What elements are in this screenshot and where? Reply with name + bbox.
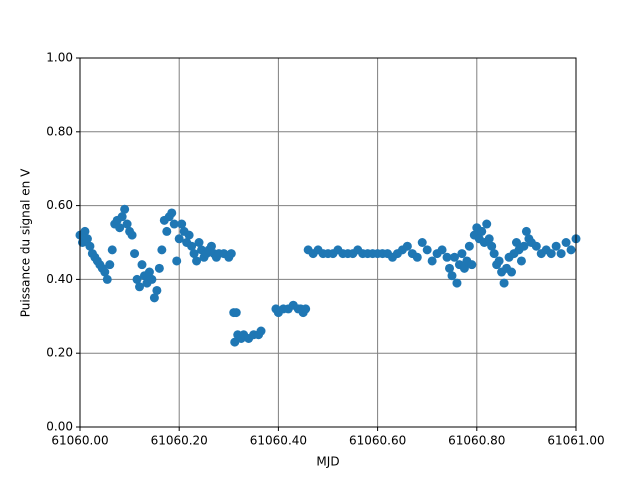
point bbox=[100, 267, 110, 277]
point bbox=[115, 223, 125, 233]
point bbox=[484, 234, 494, 244]
point bbox=[452, 278, 462, 288]
point bbox=[154, 263, 164, 273]
point bbox=[174, 234, 184, 244]
x-tick-label: 61060.60 bbox=[349, 434, 406, 448]
point bbox=[82, 234, 92, 244]
point bbox=[511, 238, 521, 247]
point bbox=[531, 241, 541, 251]
point bbox=[102, 274, 112, 284]
point bbox=[467, 260, 477, 270]
x-tick-label: 61060.00 bbox=[51, 434, 108, 448]
point bbox=[422, 245, 432, 255]
point bbox=[482, 219, 492, 229]
point bbox=[105, 260, 115, 270]
point bbox=[301, 304, 311, 314]
point bbox=[194, 238, 204, 247]
point bbox=[566, 245, 576, 255]
point bbox=[427, 256, 437, 266]
point bbox=[417, 238, 427, 247]
x-tick-label: 61060.20 bbox=[151, 434, 208, 448]
point bbox=[169, 219, 179, 229]
point bbox=[130, 249, 140, 259]
y-axis-label: Puissance du signal en V bbox=[19, 168, 33, 317]
x-tick-label: 61061.00 bbox=[547, 434, 604, 448]
point bbox=[206, 241, 216, 251]
point bbox=[184, 230, 194, 240]
point bbox=[459, 263, 469, 273]
point bbox=[172, 256, 182, 266]
point bbox=[519, 241, 529, 251]
point bbox=[516, 256, 526, 266]
point bbox=[189, 249, 199, 259]
point bbox=[256, 326, 266, 336]
point bbox=[231, 308, 241, 318]
point bbox=[551, 241, 561, 251]
point bbox=[144, 267, 154, 277]
point bbox=[437, 245, 447, 255]
point bbox=[127, 230, 137, 240]
point bbox=[494, 256, 504, 266]
point bbox=[137, 260, 147, 270]
point bbox=[445, 263, 455, 273]
point bbox=[521, 226, 531, 236]
x-tick-label: 61060.80 bbox=[448, 434, 505, 448]
point bbox=[167, 208, 177, 218]
point bbox=[122, 219, 132, 229]
point bbox=[449, 252, 459, 262]
x-tick-label: 61060.40 bbox=[250, 434, 307, 448]
point bbox=[85, 241, 95, 251]
point bbox=[147, 274, 157, 284]
point bbox=[149, 293, 159, 303]
point bbox=[187, 241, 197, 251]
point bbox=[117, 212, 127, 222]
point bbox=[412, 252, 422, 262]
y-tick-label: 0.80 bbox=[46, 124, 73, 138]
point bbox=[546, 249, 556, 259]
x-axis-label: MJD bbox=[316, 455, 339, 469]
point bbox=[442, 252, 452, 262]
y-tick-label: 0.20 bbox=[46, 346, 73, 360]
y-tick-label: 0.40 bbox=[46, 272, 73, 286]
point bbox=[226, 249, 236, 259]
point bbox=[477, 226, 487, 236]
point bbox=[464, 241, 474, 251]
y-tick-label: 1.00 bbox=[46, 51, 73, 65]
point bbox=[80, 226, 90, 236]
point bbox=[489, 249, 499, 259]
point bbox=[162, 226, 172, 236]
point bbox=[402, 241, 412, 251]
point bbox=[457, 249, 467, 259]
point bbox=[107, 245, 117, 255]
point bbox=[499, 278, 509, 288]
point bbox=[177, 219, 187, 229]
point bbox=[192, 256, 202, 266]
point bbox=[132, 274, 142, 284]
y-tick-label: 0.00 bbox=[46, 420, 73, 434]
point bbox=[447, 271, 457, 281]
y-tick-label: 0.60 bbox=[46, 198, 73, 212]
point bbox=[152, 285, 162, 295]
point bbox=[157, 245, 167, 255]
point bbox=[556, 249, 566, 259]
point bbox=[120, 204, 130, 214]
point bbox=[487, 241, 497, 251]
point bbox=[561, 238, 571, 247]
plot-frame bbox=[79, 57, 577, 428]
point bbox=[135, 282, 145, 292]
point bbox=[507, 267, 517, 277]
